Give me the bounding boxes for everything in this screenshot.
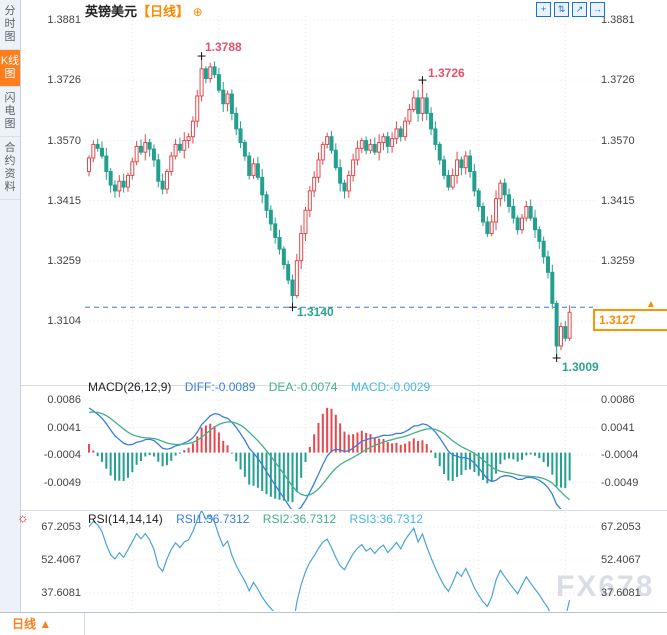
rsi-series[interactable] bbox=[88, 510, 571, 630]
price-axis-label-right: 1.3570 bbox=[601, 134, 635, 147]
period-selector[interactable]: 日线 ▲ bbox=[0, 613, 85, 635]
last-price-arrow-icon: ▲ bbox=[646, 299, 656, 310]
high-jul-label: 1.3788 bbox=[205, 40, 242, 54]
high-sep-label: 1.3726 bbox=[428, 66, 465, 80]
price-axis-label-left: 1.3726 bbox=[47, 74, 81, 87]
rsi3-value: RSI3:36.7312 bbox=[349, 512, 423, 526]
macd-axis-label-right: -0.0049 bbox=[601, 476, 639, 489]
rsi1-value: RSI1:36.7312 bbox=[176, 512, 250, 526]
rsi-axis-label-left: 67.2053 bbox=[41, 521, 81, 533]
rsi-axis-label-right: 52.4067 bbox=[601, 553, 641, 566]
rsi-axis-label-left: 37.6081 bbox=[41, 586, 81, 599]
move-icon[interactable]: + bbox=[536, 2, 551, 17]
watermark: FX678 bbox=[556, 570, 655, 603]
pan-right-icon[interactable]: → bbox=[590, 2, 605, 17]
time-axis-bar: 日线 ▲ bbox=[0, 612, 667, 635]
macd-axis-label-right: 0.0086 bbox=[601, 394, 635, 407]
sidebar-tab-K线图[interactable]: K线图 bbox=[0, 50, 20, 87]
price-axis-label-right: 1.3726 bbox=[601, 74, 635, 87]
macd-axis-label-left: 0.0086 bbox=[47, 394, 81, 407]
axis-scale-icon[interactable]: ⇅ bbox=[554, 2, 569, 17]
price-axis-label-left: 1.3570 bbox=[47, 134, 81, 147]
macd-macd-value: MACD:-0.0029 bbox=[350, 380, 431, 394]
price-axis-label-left: 1.3415 bbox=[47, 194, 81, 207]
macd-axis-label-left: 0.0041 bbox=[47, 421, 81, 434]
macd-header: MACD(26,12,9) DIFF:-0.0089 DEA:-0.0074 M… bbox=[88, 380, 440, 394]
expand-icon[interactable]: ⊕ bbox=[192, 5, 203, 19]
auto-fit-icon[interactable]: ↗ bbox=[572, 2, 587, 17]
period-tag: 【日线】 bbox=[137, 4, 190, 19]
panel-separator[interactable] bbox=[20, 510, 667, 511]
macd-axis-label-right: -0.0004 bbox=[601, 449, 639, 462]
panel-separator[interactable] bbox=[20, 385, 667, 386]
period-selector-arrow-icon: ▲ bbox=[39, 617, 52, 631]
price-axis-label-left: 1.3881 bbox=[47, 14, 81, 26]
price-axis-label-left: 1.3104 bbox=[47, 315, 81, 328]
price-axis-label-left: 1.3259 bbox=[47, 255, 81, 268]
macd-title: MACD(26,12,9) bbox=[88, 380, 172, 394]
price-axis-label-right: 1.3881 bbox=[601, 14, 635, 26]
macd-series[interactable] bbox=[88, 407, 571, 514]
indicator-settings-icon[interactable]: ☼ bbox=[17, 510, 29, 525]
last-price-tag: 1.3127 bbox=[593, 309, 667, 331]
rsi-axis-label-left: 52.4067 bbox=[41, 553, 81, 566]
candlestick-series[interactable] bbox=[87, 56, 572, 358]
low-oct-label: 1.3009 bbox=[562, 360, 599, 374]
macd-axis-label-left: -0.0004 bbox=[43, 449, 81, 462]
chart-title: 英镑美元【日线】 ⊕ bbox=[85, 1, 203, 20]
rsi-header: RSI(14,14,14) RSI1:36.7312 RSI2:36.7312 … bbox=[88, 512, 433, 526]
macd-axis-label-left: -0.0049 bbox=[43, 476, 81, 489]
symbol-name: 英镑美元 bbox=[85, 4, 138, 19]
chart-type-sidebar: 分时图 K线图 闪电图 合约资料 bbox=[0, 0, 21, 612]
rsi-axis-label-right: 67.2053 bbox=[601, 521, 641, 533]
macd-axis-label-right: 0.0041 bbox=[601, 421, 635, 434]
macd-dea-value: DEA:-0.0074 bbox=[268, 380, 338, 394]
rsi-title: RSI(14,14,14) bbox=[88, 512, 163, 526]
sidebar-tab-分时图[interactable]: 分时图 bbox=[0, 0, 20, 50]
macd-diff-value: DIFF:-0.0089 bbox=[184, 380, 256, 394]
price-axis-label-right: 1.3259 bbox=[601, 255, 635, 268]
low-aug-label: 1.3140 bbox=[297, 305, 334, 319]
price-axis-label-right: 1.3415 bbox=[601, 194, 635, 207]
rsi-axis-label-right: 37.6081 bbox=[601, 586, 641, 599]
chart-toolbar: + ⇅ ↗ → bbox=[536, 2, 605, 17]
rsi2-value: RSI2:36.7312 bbox=[262, 512, 337, 526]
period-selector-label: 日线 bbox=[12, 617, 37, 631]
sidebar-tab-闪电图[interactable]: 闪电图 bbox=[0, 87, 20, 137]
sidebar-tab-合约资料[interactable]: 合约资料 bbox=[0, 137, 20, 200]
